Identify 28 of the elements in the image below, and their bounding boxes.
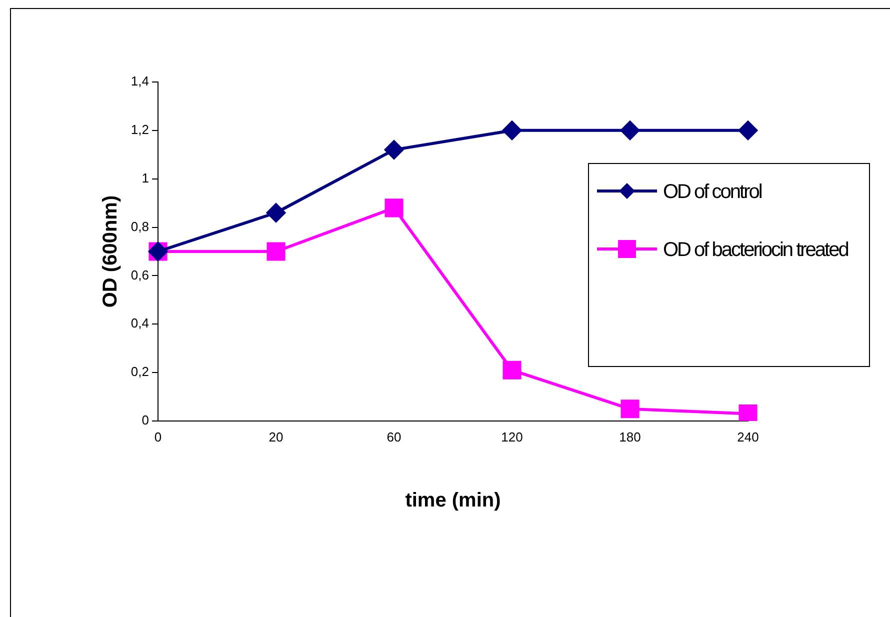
x-axis-title: time (min) bbox=[405, 490, 501, 512]
point bbox=[502, 360, 522, 380]
point bbox=[620, 400, 640, 418]
point bbox=[384, 140, 404, 160]
y-tick-label: 0,6 bbox=[130, 267, 149, 282]
y-tick-label: 0,8 bbox=[130, 218, 149, 234]
y-tick-label: 1,4 bbox=[130, 74, 149, 89]
legend-label: OD of bacteriocin treated bbox=[663, 238, 848, 262]
point bbox=[502, 120, 522, 140]
point bbox=[738, 120, 758, 140]
x-tick-label: 0 bbox=[154, 429, 162, 444]
point bbox=[266, 242, 286, 261]
x-tick-label: 20 bbox=[268, 429, 284, 444]
x-tick-label: 240 bbox=[737, 429, 759, 444]
point bbox=[266, 203, 286, 222]
x-tick-label: 120 bbox=[501, 429, 523, 444]
point bbox=[620, 120, 640, 140]
y-tick-label: 0 bbox=[142, 412, 149, 428]
point bbox=[738, 404, 758, 421]
x-tick-label: 180 bbox=[619, 429, 641, 444]
y-tick-label: 0,2 bbox=[130, 364, 149, 380]
y-tick-label: 0,4 bbox=[130, 316, 149, 331]
legend-label: OD of control bbox=[663, 180, 762, 204]
y-tick-label: 1 bbox=[142, 170, 149, 186]
x-tick-label: 60 bbox=[386, 429, 402, 444]
y-tick-label: 1,2 bbox=[130, 122, 149, 138]
point bbox=[384, 198, 404, 218]
y-axis-title: OD (600nm) bbox=[100, 195, 122, 308]
